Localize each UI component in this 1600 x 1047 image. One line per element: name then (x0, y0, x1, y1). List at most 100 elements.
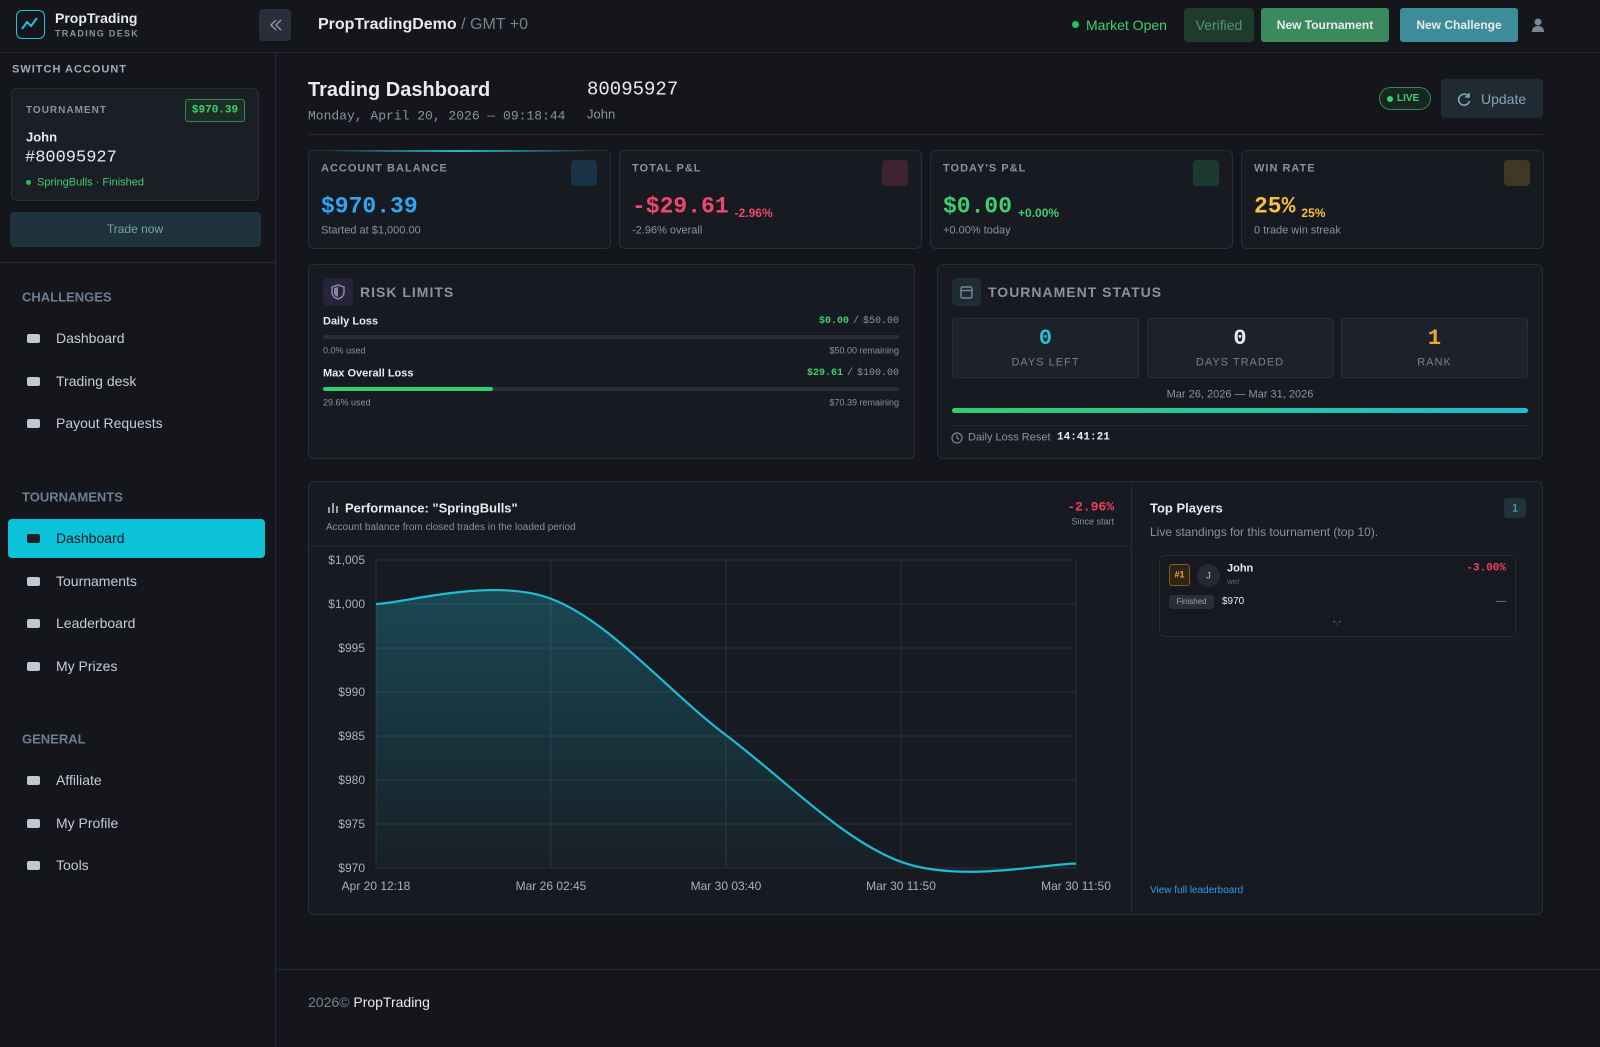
nav-item[interactable]: Tournaments (56, 574, 137, 588)
tournament-dates: Mar 26, 2026 — Mar 31, 2026 (1167, 390, 1314, 401)
stat-label: TODAY'S P&L (943, 164, 1026, 175)
top-players-title: Top Players (1150, 502, 1223, 515)
shape (27, 619, 40, 628)
header-account-id: 80095927 (587, 81, 678, 100)
nav-item[interactable]: Leaderboard (56, 616, 135, 630)
stat-accent (328, 150, 590, 152)
chart-icon (327, 501, 339, 513)
shape (27, 819, 40, 828)
shape (27, 776, 40, 785)
nav-item[interactable]: My Profile (56, 816, 118, 830)
stat-label: WIN RATE (1254, 164, 1316, 175)
stat-label: TOTAL P&L (632, 164, 702, 175)
nav-item[interactable]: My Prizes (56, 659, 117, 673)
nav-active-bg[interactable] (8, 519, 265, 558)
footer-divider (276, 969, 1600, 970)
live-dot (1387, 96, 1393, 102)
nav-item[interactable]: Dashboard (56, 331, 125, 345)
nav-icon (25, 330, 43, 346)
calendar-icon-box (952, 278, 981, 306)
nav-item[interactable]: Dashboard (56, 531, 125, 545)
collapse-icon (259, 9, 291, 41)
nav-icon (25, 772, 43, 788)
risk-label: Daily Loss (323, 317, 378, 328)
logo (16, 10, 45, 39)
nav-icon (25, 815, 43, 831)
stat-value: $0.00 (943, 196, 1012, 219)
risk-limit: $100.00 (857, 369, 899, 379)
risk-remaining: $50.00 remaining (829, 347, 899, 356)
risk-track (323, 335, 899, 339)
account-type: TOURNAMENT (26, 106, 107, 116)
player-status: Finished (1176, 598, 1206, 606)
user-icon[interactable] (1530, 17, 1546, 33)
shape (27, 577, 40, 586)
account-status: SpringBulls · Finished (37, 178, 144, 189)
player-balance: $970 (1222, 597, 1244, 607)
brand-tagline: TRADING DESK (55, 30, 139, 39)
risk-used-text: 0.0% used (323, 347, 366, 356)
leaderboard-link[interactable]: View full leaderboard (1150, 886, 1243, 896)
stat-value: -$29.61 (632, 196, 729, 219)
topbar-border (0, 52, 1600, 53)
top-players-subtitle: Live standings for this tournament (top … (1150, 526, 1378, 538)
player-initial: J (1206, 572, 1211, 581)
metric-value: 1 (1428, 328, 1441, 350)
account-id: #80095927 (25, 150, 117, 167)
chart-header-divider (309, 546, 1131, 547)
risk-label: Max Overall Loss (323, 369, 414, 380)
shape (961, 287, 972, 298)
nav-item[interactable]: Trading desk (56, 374, 136, 388)
shape (334, 287, 338, 297)
stat-change: +0.00% (1018, 207, 1059, 219)
header-divider (308, 134, 1543, 135)
page-title: Trading Dashboard (308, 80, 490, 100)
workspace: PropTradingDemo / GMT +0 (318, 17, 528, 33)
risk-bar (323, 387, 493, 391)
risk-limit: $50.00 (863, 317, 899, 327)
nav-icon (25, 573, 43, 589)
nav-section-title: TOURNAMENTS (22, 491, 123, 504)
shield-icon (323, 278, 353, 306)
nav-icon (25, 415, 43, 431)
player-extra: — (1496, 597, 1506, 607)
stat-icon (882, 160, 908, 186)
stat-change: -2.96% (735, 207, 773, 219)
status-dot (26, 180, 31, 185)
player-note: wer (1227, 578, 1240, 586)
reset-label: Daily Loss Reset (968, 433, 1051, 444)
button-label: New Challenge (1416, 19, 1501, 31)
clock-icon (951, 432, 963, 444)
sidebar-divider (0, 262, 275, 263)
stat-sub: Started at $1,000.00 (321, 226, 421, 237)
stat-icon (1193, 160, 1219, 186)
icon (25, 857, 43, 873)
footer-year: 2026© (308, 994, 349, 1010)
shape (1535, 19, 1542, 26)
shape (27, 419, 40, 428)
performance-subtitle: Account balance from closed trades in th… (326, 523, 576, 533)
status-divider (952, 425, 1528, 426)
shape (276, 20, 281, 30)
nav-item[interactable]: Payout Requests (56, 416, 163, 430)
performance-change-label: Since start (1071, 518, 1114, 527)
panel-divider (1131, 482, 1132, 914)
shape (336, 506, 338, 513)
stat-value: $970.39 (321, 196, 418, 219)
icon (25, 658, 43, 674)
risk-title: RISK LIMITS (360, 285, 454, 299)
switch-label: SWITCH ACCOUNT (12, 65, 127, 76)
icon (25, 815, 43, 831)
nav-item[interactable]: Tools (56, 858, 89, 872)
metric-label: RANK (1417, 358, 1452, 369)
collapse-button[interactable] (259, 9, 291, 41)
shape (27, 534, 40, 543)
icon (25, 615, 43, 631)
nav-item[interactable]: Affiliate (56, 773, 102, 787)
account-name: John (26, 131, 57, 144)
timezone: / GMT +0 (461, 16, 528, 33)
update-text: Update (1481, 92, 1526, 106)
player-name: John (1227, 564, 1253, 575)
reset-time: 14:41:21 (1057, 433, 1110, 444)
